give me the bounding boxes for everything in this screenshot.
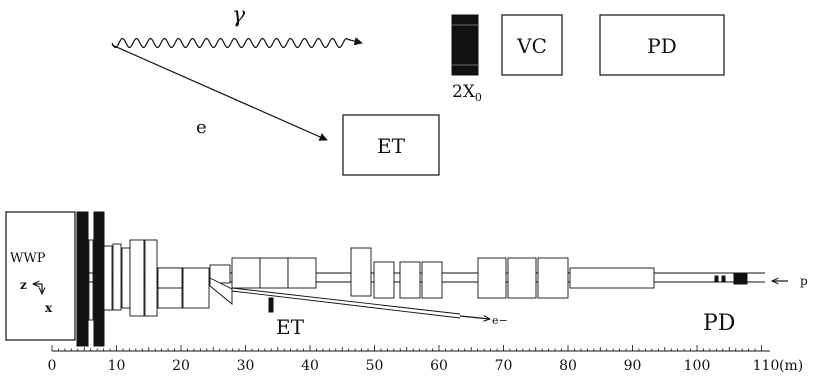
photon-wave bbox=[111, 37, 363, 48]
scale-label: 80 bbox=[559, 358, 577, 374]
scale-label: 60 bbox=[430, 358, 448, 374]
axis-x-label: x bbox=[45, 301, 53, 315]
beamline-magnets bbox=[103, 239, 748, 317]
scale-label: 0 bbox=[48, 358, 57, 374]
scale-unit: (m) bbox=[779, 358, 803, 374]
distance-scale: 0 10 20 30 40 50 60 70 80 90 100 110 (m) bbox=[48, 345, 803, 374]
electron-label: e bbox=[196, 117, 207, 138]
et-label: ET bbox=[377, 134, 406, 158]
scale-label: 100 bbox=[684, 358, 711, 374]
yoke-2 bbox=[93, 211, 105, 347]
et-beamline-label: ET bbox=[276, 315, 305, 339]
pd-box bbox=[599, 14, 725, 76]
electron-path: e− bbox=[209, 277, 508, 327]
et-tagger bbox=[268, 297, 274, 313]
axis-z-label: z bbox=[20, 278, 27, 292]
wwp-magnet bbox=[5, 211, 76, 341]
vc-label: VC bbox=[516, 34, 547, 58]
scale-label: 40 bbox=[301, 358, 319, 374]
proton-label: p bbox=[800, 274, 808, 288]
electron-exit-label: e− bbox=[492, 314, 508, 327]
scale-label: 10 bbox=[108, 358, 126, 374]
converter-label: 2X0 bbox=[452, 82, 482, 104]
scale-label: 50 bbox=[366, 358, 384, 374]
scale-label: 70 bbox=[495, 358, 513, 374]
photon-label: γ bbox=[232, 3, 246, 28]
converter-block bbox=[451, 14, 479, 76]
pd-detector bbox=[733, 272, 748, 285]
beamline: WWP z x bbox=[5, 211, 808, 347]
electron-arrow bbox=[111, 44, 328, 141]
scale-last-label: 110 bbox=[753, 358, 780, 374]
coordinate-axes: z x bbox=[20, 278, 53, 315]
et-box bbox=[342, 114, 440, 176]
wwp-label: WWP bbox=[10, 251, 46, 266]
schematic: γ e 2X0 VC PD ET bbox=[111, 3, 725, 176]
scale-label: 30 bbox=[237, 358, 255, 374]
scale-label: 20 bbox=[172, 358, 190, 374]
vc-box bbox=[501, 14, 563, 76]
pd-label: PD bbox=[647, 34, 677, 58]
yoke-1 bbox=[76, 211, 89, 347]
scale-label: 90 bbox=[624, 358, 642, 374]
pd-beamline-label: PD bbox=[703, 311, 735, 336]
